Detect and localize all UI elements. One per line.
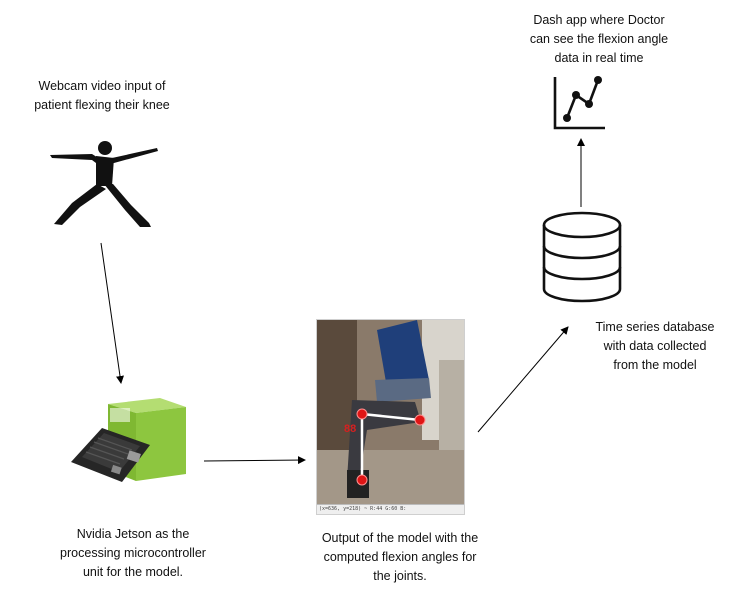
flexion-angle-value: 88 (344, 423, 357, 435)
arrow-jetson-to-output (203, 456, 306, 465)
pose-keypoints-overlay (317, 320, 464, 514)
jetson-label: Nvidia Jetson as the processing microcon… (60, 527, 206, 579)
model-output-label: Output of the model with the computed fl… (321, 531, 479, 583)
model-output-image: 88 (x=636, y=218) ~ R:44 G:60 B: (316, 319, 465, 515)
database-label: Time series database with data collected… (595, 320, 715, 372)
arrow-webcam-to-jetson (100, 242, 124, 384)
arrow-output-to-database (477, 326, 569, 433)
webcam-input-label: Webcam video input of patient flexing th… (34, 79, 170, 112)
dash-app-label: Dash app where Doctor can see the flexio… (529, 13, 669, 65)
image-status-bar: (x=636, y=218) ~ R:44 G:60 B: (317, 504, 464, 514)
